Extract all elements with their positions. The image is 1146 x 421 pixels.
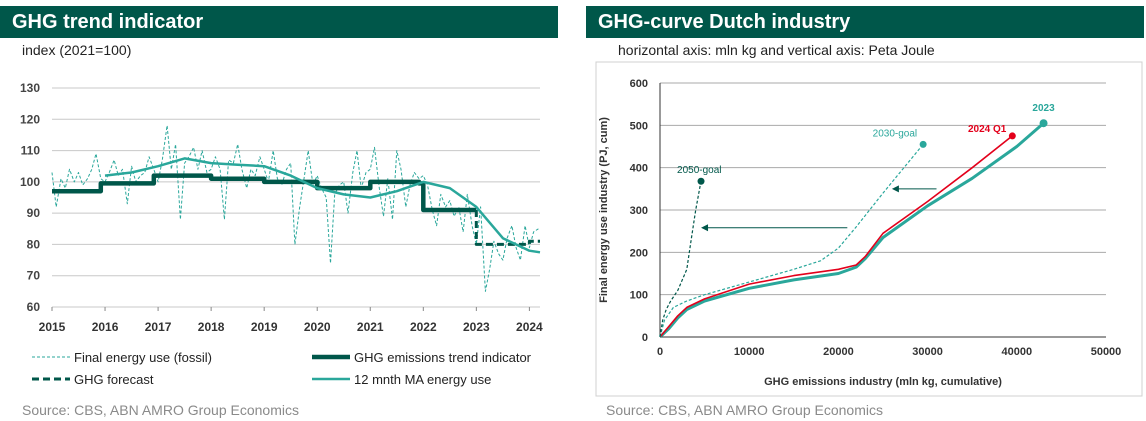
y-tick-label-80: 80 — [27, 237, 41, 251]
x-tick-label-2015: 2015 — [39, 320, 66, 334]
legend-label-ghg-emissions-trend-indicator: GHG emissions trend indicator — [354, 350, 532, 365]
y-tick-label-130: 130 — [20, 81, 40, 95]
x-tick-label-20000: 20000 — [823, 346, 854, 358]
ghg-trend-chart: 60 70 80 90 100 110 120 130 2015 2016 2017 2018 2019… — [20, 81, 543, 387]
y-tick-label-70: 70 — [27, 269, 41, 283]
left-chart-subtitle: index (2021=100) — [22, 42, 132, 58]
series-end-point-2024-q1 — [1008, 132, 1016, 140]
y-tick-label-100: 100 — [20, 175, 40, 189]
series-line-12-mnth-ma-energy-use — [104, 157, 541, 254]
x-tick-label-40000: 40000 — [1002, 346, 1033, 358]
y-tick-label-100: 100 — [630, 290, 648, 302]
y-tick-label-300: 300 — [630, 205, 648, 217]
y-tick-label-600: 600 — [630, 78, 648, 90]
x-tick-label-2016: 2016 — [92, 320, 119, 334]
x-tick-label-2018: 2018 — [198, 320, 225, 334]
y-tick-label-60: 60 — [27, 300, 41, 314]
x-tick-label-2019: 2019 — [251, 320, 278, 334]
series-end-point-2023 — [1039, 119, 1048, 128]
x-tick-label-50000: 50000 — [1091, 346, 1122, 358]
x-tick-label-2021: 2021 — [357, 320, 384, 334]
ghg-curve-chart: 0 100 200 300 400 500 600 0 10000 20000 30000 40000… — [595, 61, 1143, 397]
arrow-head-1 — [891, 185, 899, 193]
left-source-note: Source: CBS, ABN AMRO Group Economics — [22, 402, 299, 418]
x-tick-label-2022: 2022 — [410, 320, 437, 334]
arrow-head-2 — [701, 224, 709, 232]
right-title-banner: GHG-curve Dutch industry — [586, 6, 1144, 38]
x-tick-label-2020: 2020 — [304, 320, 331, 334]
y-tick-label-120: 120 — [20, 112, 40, 126]
legend-label-12-mnth-ma-energy-use: 12 mnth MA energy use — [354, 372, 491, 387]
series-end-label-2024-q1: 2024 Q1 — [968, 124, 1007, 135]
y-tick-label-500: 500 — [630, 120, 648, 132]
series-line-ghg-forecast — [474, 210, 540, 246]
right-chart-panel: GHG-curve Dutch industry horizontal axis… — [586, 0, 1146, 421]
left-title-banner: GHG trend indicator — [0, 6, 558, 38]
series-end-label-2030-goal: 2030-goal — [873, 128, 917, 139]
y-axis-title: Final energy use industry (PJ, cum) — [598, 117, 610, 303]
x-tick-label-10000: 10000 — [734, 346, 765, 358]
series-end-label-2050-goal: 2050-goal — [677, 165, 721, 176]
series-line-ghg-emissions-trend-indicator — [52, 173, 477, 213]
right-source-note: Source: CBS, ABN AMRO Group Economics — [606, 402, 883, 418]
x-axis-title: GHG emissions industry (mln kg, cumulati… — [764, 376, 1002, 388]
series-line-2024-q1 — [659, 135, 1013, 338]
x-tick-label-2023: 2023 — [463, 320, 490, 334]
series-line-2023 — [658, 122, 1045, 339]
legend-label-final-energy-use-fossil: Final energy use (fossil) — [74, 350, 212, 365]
left-chart-title: GHG trend indicator — [12, 11, 204, 33]
right-chart-title: GHG-curve Dutch industry — [598, 11, 851, 33]
y-tick-label-200: 200 — [630, 247, 648, 259]
legend-label-ghg-forecast: GHG forecast — [74, 372, 154, 387]
y-tick-label-90: 90 — [27, 206, 41, 220]
series-end-point-2050-goal — [697, 177, 705, 185]
series-end-point-2030-goal — [919, 140, 927, 148]
right-chart-subtitle: horizontal axis: mln kg and vertical axi… — [618, 42, 935, 58]
left-chart-panel: GHG trend indicator index (2021=100) 60 7… — [0, 0, 560, 421]
x-tick-label-2017: 2017 — [145, 320, 172, 334]
series-line-2050-goal — [659, 181, 702, 338]
y-tick-label-400: 400 — [630, 163, 648, 175]
y-tick-label-0: 0 — [642, 332, 648, 344]
chart-frame — [595, 61, 1143, 397]
x-tick-label-0: 0 — [657, 346, 663, 358]
x-tick-label-2024: 2024 — [516, 320, 543, 334]
y-tick-label-110: 110 — [21, 144, 41, 158]
series-end-label-2023: 2023 — [1032, 103, 1055, 114]
x-tick-label-30000: 30000 — [912, 346, 943, 358]
series-line-2030-goal — [659, 144, 924, 338]
